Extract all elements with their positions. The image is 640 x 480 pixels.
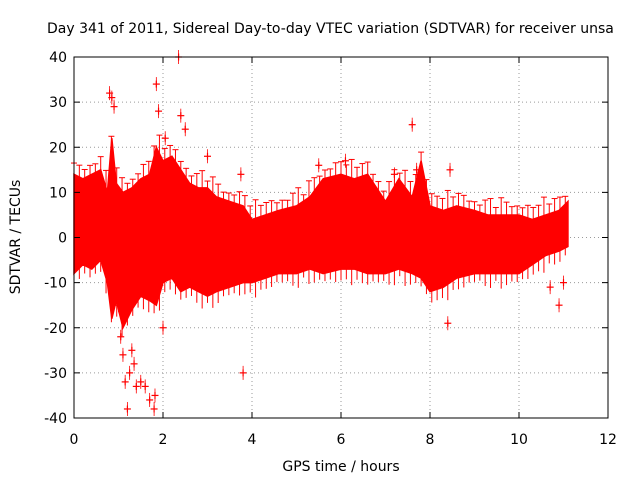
data-point [315, 158, 323, 173]
data-point [119, 347, 127, 362]
data-point [237, 167, 245, 182]
x-tick-label: 0 [70, 432, 79, 448]
x-tick-label: 2 [159, 432, 168, 448]
y-tick-label: 0 [58, 231, 67, 247]
data-point [546, 280, 554, 295]
data-point [159, 320, 167, 335]
y-tick-label: 10 [49, 185, 67, 201]
data-point [151, 388, 159, 403]
y-tick-label: -20 [44, 321, 67, 337]
data-point [446, 162, 454, 177]
data-point [155, 104, 163, 119]
data-point [161, 131, 169, 146]
data-point [444, 316, 452, 331]
data-point [390, 167, 398, 182]
y-tick-label: -40 [44, 411, 67, 427]
data-point [126, 365, 134, 380]
y-tick-label: 40 [49, 50, 67, 66]
x-tick-label: 8 [426, 432, 435, 448]
data-point [141, 379, 149, 394]
data-point [108, 90, 116, 105]
data-point [137, 374, 145, 389]
data-point [204, 149, 211, 164]
y-tick-label: 30 [49, 95, 67, 111]
data-point [413, 162, 421, 177]
data-point [123, 401, 131, 416]
data-point [117, 329, 125, 344]
data-point [408, 117, 416, 132]
data-series [71, 50, 569, 416]
chart-title: Day 341 of 2011, Sidereal Day-to-day VTE… [47, 21, 614, 37]
data-point [560, 275, 567, 290]
data-point [132, 379, 140, 394]
x-tick-label: 6 [337, 432, 346, 448]
y-tick-label: -10 [44, 276, 67, 292]
y-axis-label: SDTVAR / TECUs [8, 180, 24, 295]
data-point [110, 99, 118, 114]
data-point [115, 298, 122, 313]
x-tick-label: 4 [248, 432, 257, 448]
data-point [181, 122, 189, 137]
sdtvar-data-band [73, 138, 569, 330]
data-point [555, 298, 563, 313]
data-point [341, 153, 349, 168]
axis-ticks: 0 2 4 6 8 10 12 -40 -30 -20 -10 0 10 20 30 40 [44, 50, 617, 448]
y-tick-label: -30 [44, 366, 67, 382]
x-tick-label: 10 [510, 432, 528, 448]
x-tick-label: 12 [599, 432, 617, 448]
data-point [121, 374, 129, 389]
data-point [128, 343, 136, 358]
y-tick-label: 20 [49, 140, 67, 156]
data-point [177, 108, 185, 123]
data-point [152, 77, 160, 92]
data-point [130, 356, 138, 371]
x-axis-label: GPS time / hours [282, 459, 399, 475]
data-point [239, 365, 247, 380]
data-point [150, 401, 158, 416]
data-point [146, 392, 154, 407]
